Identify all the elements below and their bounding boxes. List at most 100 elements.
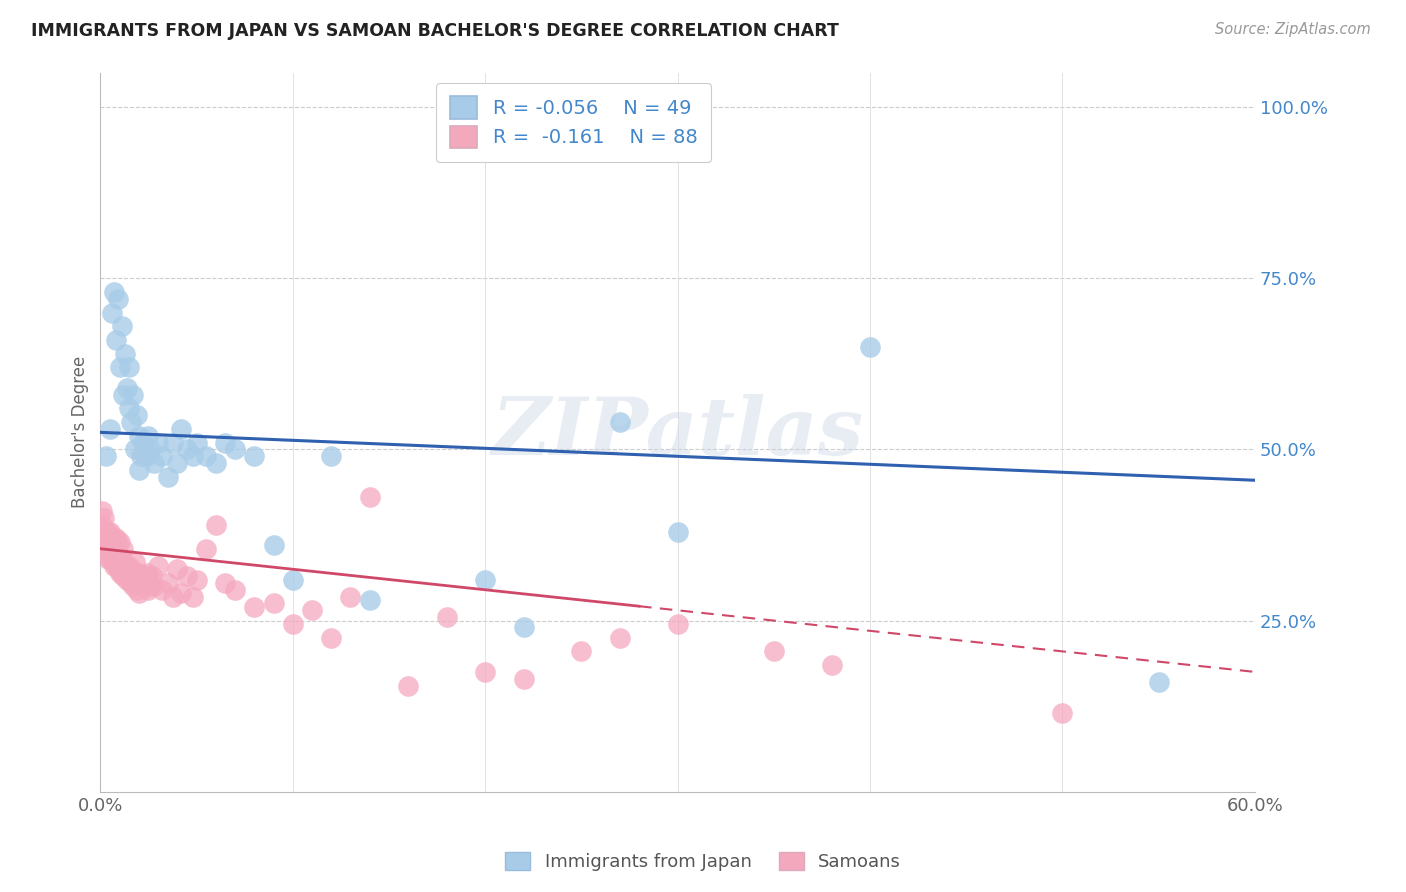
Point bbox=[98, 422, 121, 436]
Point bbox=[94, 545, 117, 559]
Y-axis label: Bachelor's Degree: Bachelor's Degree bbox=[72, 356, 89, 508]
Point bbox=[143, 456, 166, 470]
Point bbox=[94, 450, 117, 464]
Point bbox=[762, 644, 785, 658]
Point bbox=[118, 360, 141, 375]
Point bbox=[103, 558, 125, 573]
Point bbox=[181, 450, 204, 464]
Point bbox=[135, 450, 157, 464]
Text: Source: ZipAtlas.com: Source: ZipAtlas.com bbox=[1215, 22, 1371, 37]
Point bbox=[122, 579, 145, 593]
Point bbox=[396, 679, 419, 693]
Point bbox=[150, 582, 173, 597]
Point bbox=[609, 415, 631, 429]
Point bbox=[166, 562, 188, 576]
Point bbox=[204, 456, 226, 470]
Point bbox=[101, 305, 124, 319]
Point bbox=[146, 558, 169, 573]
Point bbox=[112, 555, 135, 569]
Point bbox=[339, 590, 361, 604]
Point bbox=[138, 582, 160, 597]
Point bbox=[139, 579, 162, 593]
Point bbox=[512, 672, 534, 686]
Point bbox=[512, 620, 534, 634]
Point bbox=[571, 644, 593, 658]
Point bbox=[143, 579, 166, 593]
Point bbox=[131, 446, 153, 460]
Point bbox=[93, 538, 115, 552]
Point bbox=[107, 549, 129, 563]
Point bbox=[141, 569, 163, 583]
Point bbox=[128, 566, 150, 580]
Point bbox=[112, 387, 135, 401]
Point bbox=[110, 552, 132, 566]
Point bbox=[112, 569, 135, 583]
Legend: R = -0.056    N = 49, R =  -0.161    N = 88: R = -0.056 N = 49, R = -0.161 N = 88 bbox=[436, 83, 711, 161]
Point bbox=[129, 450, 152, 464]
Point bbox=[195, 541, 218, 556]
Point bbox=[666, 524, 689, 539]
Point bbox=[117, 381, 139, 395]
Point bbox=[125, 409, 148, 423]
Point bbox=[128, 463, 150, 477]
Point bbox=[97, 538, 120, 552]
Point bbox=[114, 346, 136, 360]
Point bbox=[107, 292, 129, 306]
Point bbox=[104, 333, 127, 347]
Point bbox=[103, 545, 125, 559]
Point bbox=[138, 569, 160, 583]
Point bbox=[170, 422, 193, 436]
Point bbox=[820, 658, 842, 673]
Legend: Immigrants from Japan, Samoans: Immigrants from Japan, Samoans bbox=[498, 845, 908, 879]
Text: IMMIGRANTS FROM JAPAN VS SAMOAN BACHELOR'S DEGREE CORRELATION CHART: IMMIGRANTS FROM JAPAN VS SAMOAN BACHELOR… bbox=[31, 22, 839, 40]
Point bbox=[107, 534, 129, 549]
Point bbox=[321, 631, 343, 645]
Point bbox=[301, 603, 323, 617]
Point bbox=[224, 582, 246, 597]
Point bbox=[1147, 675, 1170, 690]
Point bbox=[120, 576, 142, 591]
Point bbox=[176, 442, 198, 457]
Point bbox=[94, 532, 117, 546]
Point bbox=[321, 450, 343, 464]
Point bbox=[166, 456, 188, 470]
Point bbox=[118, 401, 141, 416]
Point bbox=[359, 491, 381, 505]
Point bbox=[101, 552, 124, 566]
Point bbox=[176, 569, 198, 583]
Point bbox=[150, 450, 173, 464]
Point bbox=[263, 538, 285, 552]
Point bbox=[474, 665, 496, 679]
Point bbox=[94, 524, 117, 539]
Point bbox=[1052, 706, 1074, 720]
Point bbox=[186, 573, 208, 587]
Point bbox=[181, 590, 204, 604]
Point bbox=[243, 450, 266, 464]
Point bbox=[118, 558, 141, 573]
Point bbox=[120, 562, 142, 576]
Point bbox=[108, 360, 131, 375]
Point bbox=[474, 573, 496, 587]
Point bbox=[204, 517, 226, 532]
Point bbox=[114, 569, 136, 583]
Point bbox=[195, 450, 218, 464]
Point bbox=[120, 415, 142, 429]
Point bbox=[98, 552, 121, 566]
Point bbox=[859, 340, 882, 354]
Point bbox=[91, 504, 114, 518]
Point bbox=[91, 517, 114, 532]
Point bbox=[281, 617, 304, 632]
Point bbox=[118, 573, 141, 587]
Point bbox=[108, 566, 131, 580]
Point bbox=[156, 470, 179, 484]
Point bbox=[139, 442, 162, 457]
Point bbox=[104, 558, 127, 573]
Point bbox=[124, 555, 146, 569]
Point bbox=[609, 631, 631, 645]
Point bbox=[104, 532, 127, 546]
Point bbox=[93, 511, 115, 525]
Point bbox=[117, 558, 139, 573]
Point bbox=[170, 586, 193, 600]
Point bbox=[162, 435, 184, 450]
Point bbox=[110, 319, 132, 334]
